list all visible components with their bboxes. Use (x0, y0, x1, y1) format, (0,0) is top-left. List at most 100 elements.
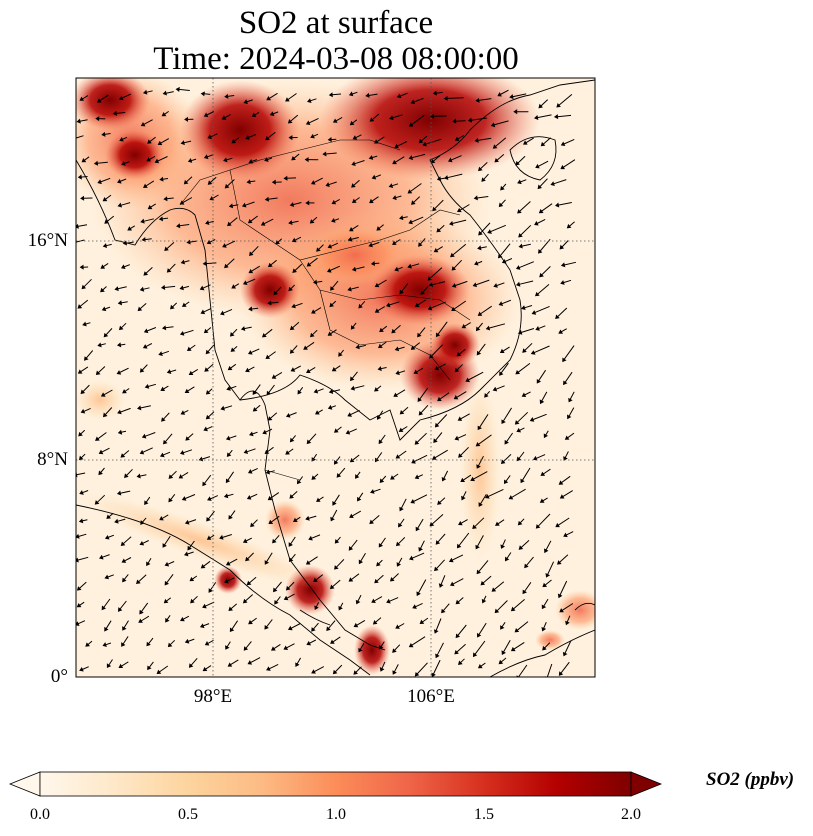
wind-arrow-head (522, 348, 527, 353)
wind-arrow-head (184, 519, 190, 525)
wind-arrow-shaft (269, 412, 278, 419)
wind-arrow-shaft (82, 666, 89, 670)
wind-arrow-shaft (84, 156, 90, 161)
wind-arrow-head (80, 408, 86, 414)
wind-arrow-head (395, 624, 400, 629)
coastlines (76, 79, 595, 677)
wind-arrow-head (310, 332, 315, 338)
wind-arrow-shaft (103, 262, 109, 268)
wind-arrow-shaft (517, 664, 528, 677)
wind-arrow-head (122, 240, 128, 246)
wind-arrow-head (457, 416, 463, 421)
wind-arrow-head (539, 272, 544, 278)
wind-arrow-shaft (536, 218, 546, 224)
wind-arrow-head (247, 660, 253, 665)
wind-arrow-head (433, 438, 438, 444)
wind-arrow-head (97, 342, 102, 348)
wind-arrow-shaft (107, 534, 115, 538)
wind-arrow-head (306, 262, 312, 267)
wind-arrow-head (545, 573, 551, 578)
wind-arrow-head (325, 182, 330, 188)
wind-arrow-head (499, 371, 504, 376)
wind-arrow-shaft (371, 113, 380, 120)
wind-arrow-head (184, 116, 188, 122)
wind-arrow-head (355, 474, 360, 479)
wind-arrow-head (163, 196, 168, 202)
wind-arrow-shaft (419, 387, 429, 400)
wind-arrow-shaft (104, 407, 113, 415)
wind-arrow-head (311, 475, 317, 480)
wind-arrow-shaft (210, 133, 218, 138)
wind-arrow-head (146, 561, 151, 567)
wind-arrow-head (330, 639, 335, 644)
wind-arrow-head (516, 427, 522, 433)
wind-arrow-head (202, 666, 208, 672)
wind-arrow-head (122, 626, 127, 631)
wind-arrow-head (447, 157, 453, 163)
wind-arrow-head (144, 500, 149, 506)
wind-arrow-shaft (169, 639, 176, 646)
wind-arrow-shaft (142, 517, 147, 523)
wind-arrow-head (535, 326, 540, 331)
wind-arrow-shaft (120, 202, 131, 206)
wind-arrow-head (396, 93, 402, 99)
wind-arrow-head (433, 247, 439, 253)
wind-arrow-shaft (501, 622, 506, 628)
wind-arrow-shaft (254, 111, 260, 116)
wind-arrow-shaft (249, 493, 258, 498)
wind-arrow-head (476, 350, 482, 356)
wind-arrow-head (205, 220, 210, 226)
wind-arrow-head (262, 429, 267, 435)
wind-arrow-head (288, 542, 293, 547)
wind-arrow-shaft (140, 615, 150, 622)
wind-arrow-head (557, 560, 562, 565)
wind-arrow-shaft (190, 657, 198, 666)
wind-arrow-head (228, 606, 233, 611)
wind-arrow-shaft (500, 657, 507, 663)
wind-arrow-head (331, 366, 337, 372)
wind-arrow-head (140, 520, 145, 525)
wind-arrow-shaft (318, 496, 324, 501)
wind-arrow-head (521, 392, 527, 397)
wind-arrow-shaft (464, 322, 471, 327)
wind-arrow-shaft (143, 218, 155, 222)
wind-arrow-shaft (296, 657, 302, 665)
wind-arrow-head (503, 479, 509, 485)
wind-arrow-head (101, 131, 106, 137)
wind-arrow-shaft (511, 488, 526, 498)
wind-arrow-shaft (351, 224, 359, 230)
wind-arrow-shaft (224, 114, 231, 119)
wind-arrow-head (534, 291, 540, 297)
wind-arrow-head (564, 435, 570, 440)
wind-arrow-shaft (312, 329, 318, 336)
wind-arrow-shaft (226, 157, 233, 161)
wind-arrow-shaft (226, 641, 231, 648)
wind-arrow-head (308, 535, 313, 541)
wind-arrow-shaft (143, 119, 153, 125)
wind-arrow-head (117, 409, 122, 415)
wind-arrow-shaft (97, 366, 106, 374)
wind-arrow-head (517, 179, 522, 185)
wind-arrow-shaft (460, 658, 465, 664)
wind-arrow-shaft (351, 510, 362, 517)
wind-arrow-shaft (80, 429, 86, 435)
wind-arrow-shaft (85, 350, 94, 359)
wind-arrow-head (120, 453, 126, 458)
wind-arrow-head (438, 583, 444, 588)
wind-arrow-head (170, 304, 175, 310)
wind-arrow-shaft (539, 178, 548, 187)
wind-arrow-shaft (378, 224, 384, 229)
wind-arrow-shaft (351, 371, 358, 379)
wind-arrow-shaft (483, 595, 487, 601)
wind-arrow-head (333, 460, 339, 465)
wind-arrow-head (558, 671, 564, 676)
wind-arrow-shaft (512, 93, 527, 98)
wind-arrow-head (311, 309, 316, 314)
wind-arrow-shaft (350, 409, 360, 416)
wind-arrow-shaft (380, 341, 387, 347)
wind-arrow-shaft (265, 428, 273, 433)
wind-arrow-shaft (505, 475, 511, 482)
wind-arrow-head (334, 565, 339, 570)
wind-arrow-shaft (270, 301, 279, 304)
wind-arrow-head (514, 627, 520, 633)
